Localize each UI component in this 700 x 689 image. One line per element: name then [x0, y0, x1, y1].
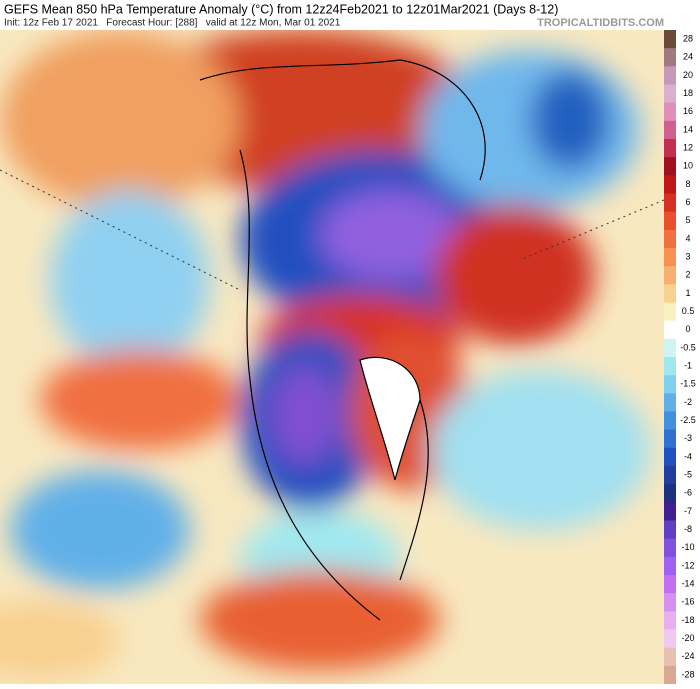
colorbar-label: -1 [684, 360, 692, 370]
colorbar-label: -7 [684, 506, 692, 516]
colorbar-swatch [664, 593, 676, 612]
colorbar-label: 0.5 [682, 306, 695, 316]
colorbar-swatch [664, 484, 676, 503]
colorbar-label: -28 [681, 669, 694, 679]
colorbar-label: 2 [685, 270, 690, 280]
colorbar-swatch [664, 665, 676, 685]
colorbar-swatch [664, 429, 676, 449]
colorbar-swatch [664, 66, 676, 85]
colorbar-label: 24 [683, 52, 693, 62]
colorbar-label: -5 [684, 469, 692, 479]
brand: TROPICALTIDBITS.COM [537, 17, 664, 29]
colorbar-swatch [664, 338, 676, 358]
colorbar-swatch [664, 139, 676, 158]
colorbar-swatch [664, 556, 676, 576]
colorbar-label: 1 [685, 288, 690, 298]
colorbar-label: 16 [683, 106, 693, 116]
colorbar-label: 3 [685, 251, 690, 261]
colorbar-swatch [664, 447, 676, 467]
colorbar-label: -24 [681, 651, 694, 661]
colorbar-label: -20 [681, 633, 694, 643]
colorbar-label: 10 [683, 161, 693, 171]
colorbar-label: -10 [681, 542, 694, 552]
colorbar-label: 14 [683, 124, 693, 134]
colorbar-label: 5 [685, 215, 690, 225]
colorbar: 28 24 20 18 16 14 12 10 8 6 5 4 3 2 1 0.5 0 -0.5 -1 -1.5 -2 -… [664, 30, 696, 685]
colorbar-swatch [664, 466, 676, 485]
colorbar-swatch [664, 211, 676, 231]
colorbar-label: -14 [681, 578, 694, 588]
subtitle: Init: 12z Feb 17 2021 Forecast Hour: [28… [4, 18, 341, 29]
colorbar-swatch [664, 320, 676, 340]
colorbar-swatch [664, 411, 676, 431]
colorbar-label: -1.5 [680, 379, 696, 389]
colorbar-swatch [664, 229, 676, 249]
colorbar-label: 20 [683, 70, 693, 80]
colorbar-label: -6 [684, 488, 692, 498]
colorbar-swatch [664, 538, 676, 558]
colorbar-swatch [664, 84, 676, 104]
colorbar-label: -2.5 [680, 415, 696, 425]
colorbar-swatch [664, 629, 676, 649]
colorbar-label: 8 [685, 179, 690, 189]
colorbar-swatch [664, 248, 676, 267]
colorbar-swatch [664, 611, 676, 630]
colorbar-label: 12 [683, 142, 693, 152]
colorbar-swatch [664, 393, 676, 412]
colorbar-swatch [664, 193, 676, 213]
colorbar-swatch [664, 520, 676, 540]
colorbar-swatch [664, 30, 676, 49]
colorbar-label: 4 [685, 233, 690, 243]
colorbar-label: 28 [683, 33, 693, 43]
colorbar-label: -4 [684, 451, 692, 461]
colorbar-swatch [664, 48, 676, 67]
colorbar-swatch [664, 575, 676, 594]
colorbar-label: -2 [684, 397, 692, 407]
colorbar-label: -18 [681, 615, 694, 625]
title: GEFS Mean 850 hPa Temperature Anomaly (°… [4, 2, 558, 16]
colorbar-swatch [664, 647, 676, 667]
colorbar-swatch [664, 357, 676, 376]
colorbar-swatch [664, 102, 676, 122]
colorbar-swatch [664, 120, 676, 140]
colorbar-swatch [664, 284, 676, 303]
colorbar-label: -8 [684, 524, 692, 534]
colorbar-label: -16 [681, 597, 694, 607]
colorbar-swatch [664, 266, 676, 285]
colorbar-swatch [664, 157, 676, 176]
colorbar-label: 18 [683, 88, 693, 98]
colorbar-swatch [664, 302, 676, 322]
colorbar-swatch [664, 502, 676, 521]
colorbar-label: -0.5 [680, 342, 696, 352]
colorbar-swatch [664, 175, 676, 194]
colorbar-label: 6 [685, 197, 690, 207]
colorbar-label: -12 [681, 560, 694, 570]
colorbar-swatch [664, 375, 676, 394]
colorbar-label: -3 [684, 433, 692, 443]
map [0, 30, 664, 684]
colorbar-label: 0 [685, 324, 690, 334]
